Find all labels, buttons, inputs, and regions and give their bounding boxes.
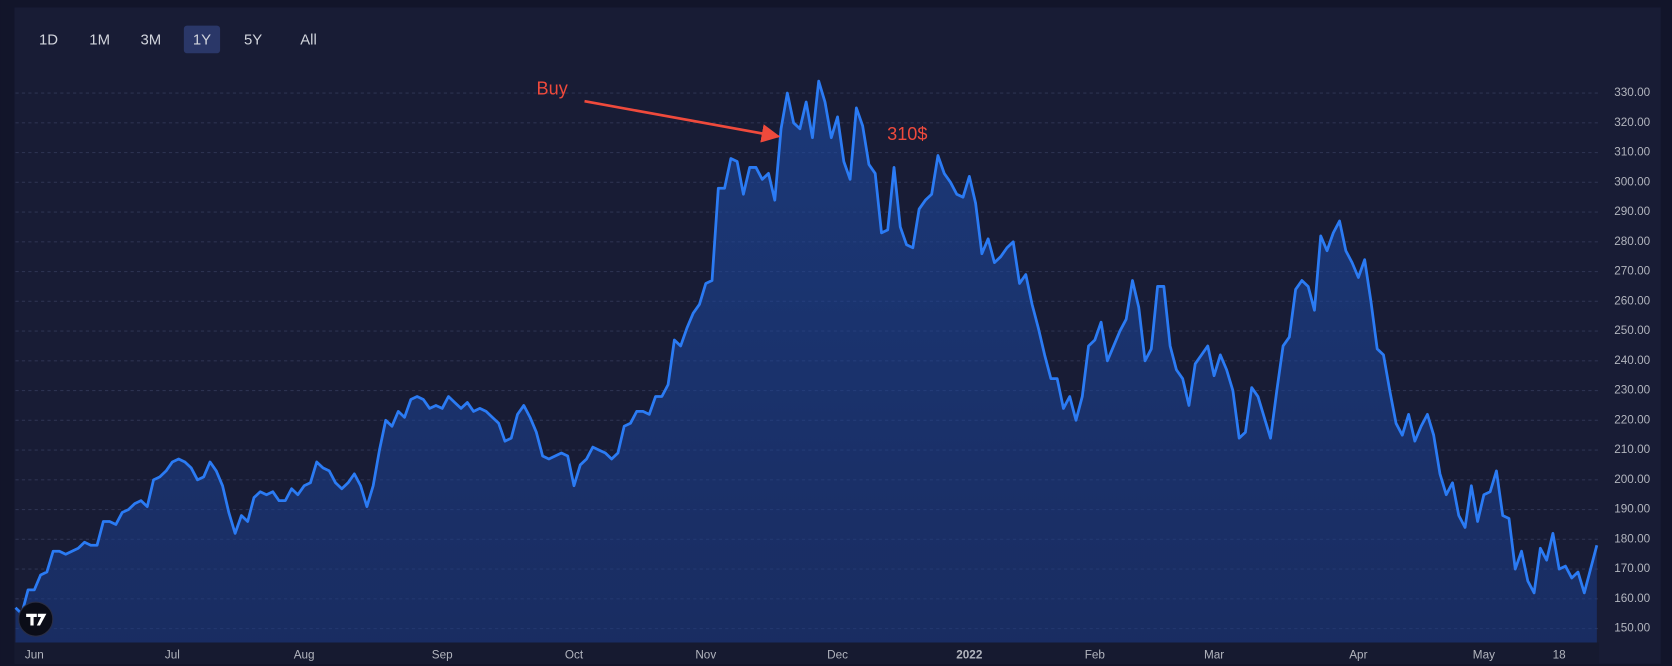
axes: 150.00 160.00 170.00 180.00 190.00 200.00 210.… <box>25 86 1651 661</box>
y-tick-label: 300.00 <box>1614 175 1650 188</box>
y-tick-label: 280.00 <box>1614 235 1650 248</box>
y-tick-label: 180.00 <box>1614 532 1650 545</box>
y-tick-label: 200.00 <box>1614 473 1650 486</box>
range-button[interactable]: 1D <box>39 32 58 48</box>
y-tick-label: 250.00 <box>1614 324 1650 337</box>
annotation-price: 310$ <box>887 124 927 144</box>
y-tick-label: 320.00 <box>1614 116 1650 129</box>
y-tick-label: 290.00 <box>1614 205 1650 218</box>
x-tick-label: Jun <box>25 648 44 661</box>
x-tick-label: Apr <box>1349 648 1367 661</box>
x-axis-strip <box>14 642 1599 664</box>
x-tick-label: Nov <box>695 648 716 661</box>
y-tick-label: 150.00 <box>1614 622 1650 635</box>
range-button[interactable]: 1M <box>89 32 110 48</box>
range-button[interactable]: 5Y <box>244 32 262 48</box>
y-tick-label: 270.00 <box>1614 265 1650 278</box>
logo-mark <box>26 613 47 626</box>
x-tick-label: Dec <box>827 648 848 661</box>
price-line <box>14 79 1599 616</box>
y-tick-label: 230.00 <box>1614 384 1650 397</box>
x-tick-label: Aug <box>294 648 315 661</box>
logo <box>18 601 54 637</box>
y-tick-label: 170.00 <box>1614 562 1650 575</box>
range-button[interactable]: 1Y <box>193 32 211 48</box>
range-buttons: 1D 1M 3M 1Y 5Y All <box>39 25 317 54</box>
annotation-buy: Buy <box>537 78 569 98</box>
x-tick-label: Feb <box>1085 648 1106 661</box>
y-tick-label: 240.00 <box>1614 354 1650 367</box>
y-tick-label: 260.00 <box>1614 294 1650 307</box>
annotation-arrow <box>584 99 781 143</box>
y-tick-label: 160.00 <box>1614 592 1650 605</box>
range-button-active <box>183 25 221 54</box>
range-button[interactable]: All <box>300 32 317 48</box>
x-tick-label: May <box>1473 648 1495 661</box>
range-button[interactable]: 3M <box>140 32 161 48</box>
x-tick-label: Mar <box>1204 648 1224 661</box>
x-tick-label: Jul <box>165 648 180 661</box>
x-tick-label: Oct <box>565 648 584 661</box>
x-tick-label: Sep <box>432 648 453 661</box>
y-tick-label: 330.00 <box>1614 86 1650 99</box>
y-tick-label: 220.00 <box>1614 413 1650 426</box>
logo-badge <box>18 601 54 637</box>
x-tick-label: 18 <box>1553 648 1567 661</box>
y-tick-label: 190.00 <box>1614 503 1650 516</box>
y-tick-label: 310.00 <box>1614 146 1650 159</box>
x-tick-label: 2022 <box>956 648 983 661</box>
plot-area <box>14 79 1599 643</box>
area-fill <box>15 81 1597 643</box>
y-tick-label: 210.00 <box>1614 443 1650 456</box>
